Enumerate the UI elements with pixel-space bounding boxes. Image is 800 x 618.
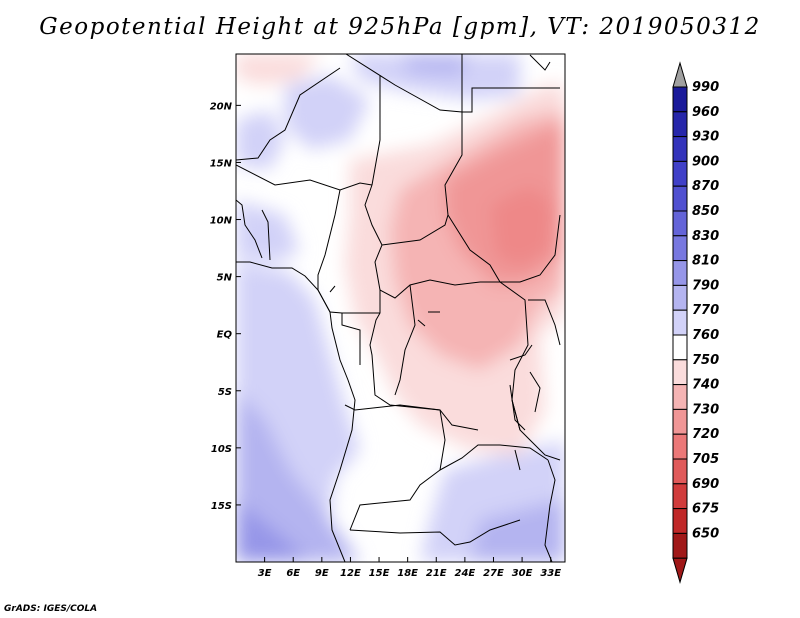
- border-gabon: [341, 313, 361, 365]
- lat-tick-label: 10N: [210, 216, 233, 227]
- coastline-atlantic: [236, 261, 356, 562]
- colorbar-label: 960: [692, 105, 719, 120]
- border-algeria-libya: [345, 54, 463, 113]
- border-angola: [344, 404, 446, 531]
- border-tanzania: [511, 399, 561, 461]
- plot-frame: [235, 53, 566, 563]
- colorbar-segment: [672, 359, 688, 386]
- lon-tick-label: 21E: [426, 568, 447, 579]
- border-mali: [236, 67, 341, 161]
- country-borders: [236, 54, 561, 562]
- colorbar-label: 930: [692, 130, 719, 145]
- colorbar-top-arrow: [672, 61, 688, 88]
- colorbar-segment: [672, 136, 688, 162]
- coastline-red-sea: [529, 54, 551, 71]
- colorbar-label: 675: [692, 502, 719, 517]
- colorbar-segment: [672, 408, 688, 435]
- geopotential-field: [236, 54, 565, 562]
- lon-tick-label: 24E: [454, 568, 475, 579]
- lat-tick-label: 15N: [210, 158, 233, 169]
- border-congo-drc: [369, 290, 479, 431]
- colorbar-segment: [672, 260, 688, 286]
- lon-tick-label: 12E: [340, 568, 361, 579]
- colorbar-segment: [672, 309, 688, 336]
- map-title: Geopotential Height at 925hPa [gpm], VT:…: [39, 14, 761, 40]
- lon-tick-label: 15E: [369, 568, 390, 579]
- colorbar-label: 900: [692, 154, 719, 169]
- border-uganda-kenya: [528, 299, 561, 346]
- colorbar-label: 650: [692, 526, 719, 541]
- colorbar-segment: [672, 384, 688, 410]
- lakes-and-rivers: [329, 285, 541, 471]
- colorbar-segment: [672, 334, 688, 361]
- colorbar-label: 750: [692, 353, 719, 368]
- colorbar-label: 850: [692, 204, 719, 219]
- border-chad-car: [381, 214, 449, 246]
- border-car: [364, 184, 500, 299]
- colorbar-label: 810: [692, 254, 719, 269]
- lon-tick-label: 30E: [512, 568, 533, 579]
- colorbar-segment: [672, 433, 688, 460]
- colorbar-label: 830: [692, 229, 719, 244]
- colorbar: 990 960 930 900 870 850 830 810 790 770 760 750 740 7…: [672, 61, 719, 584]
- border-west-africa: [236, 199, 271, 261]
- colorbar-label: 770: [692, 303, 719, 318]
- colorbar-bottom-arrow: [672, 557, 688, 584]
- lat-tick-label: EQ: [217, 330, 233, 341]
- colorbar-label: 760: [692, 328, 719, 343]
- colorbar-segment: [672, 111, 688, 138]
- border-namibia-botswana: [349, 519, 521, 546]
- lon-tick-label: 3E: [258, 568, 272, 579]
- colorbar-segment: [672, 284, 688, 311]
- lon-tick-label: 27E: [483, 568, 504, 579]
- colorbar-label: 870: [692, 179, 719, 194]
- colorbar-label: 690: [692, 477, 719, 492]
- border-nigeria-cameroon: [317, 189, 380, 314]
- lon-tick-label: 18E: [397, 568, 418, 579]
- colorbar-label: 790: [692, 278, 719, 293]
- border-libya-egypt-sudan: [461, 54, 560, 113]
- lat-tick-label: 5N: [217, 273, 233, 284]
- lon-tick-label: 33E: [540, 568, 561, 579]
- colorbar-label: 730: [692, 402, 719, 417]
- colorbar-segment: [672, 532, 688, 559]
- lat-tick-label: 5S: [218, 387, 232, 398]
- border-nigeria-north: [236, 164, 373, 191]
- map-axes: 3E 6E 9E 12E 15E 18E 21E 24E 27E 30E 33E 20N 15N 10N 5…: [210, 101, 562, 579]
- colorbar-segment: [672, 235, 688, 262]
- border-zambia: [439, 444, 549, 471]
- border-niger-chad: [371, 75, 381, 186]
- border-chad-sudan: [444, 112, 561, 283]
- lat-tick-label: 20N: [210, 101, 233, 112]
- lat-tick-label: 10S: [211, 444, 232, 455]
- colorbar-segment: [672, 86, 688, 113]
- colorbar-label: 740: [692, 378, 719, 393]
- colorbar-segment: [672, 458, 688, 485]
- grads-credit: GrADS: IGES/COLA: [4, 604, 98, 614]
- colorbar-segment: [672, 483, 688, 510]
- colorbar-label: 705: [692, 452, 719, 467]
- border-drc-interior: [394, 284, 416, 396]
- colorbar-segment: [672, 185, 688, 212]
- colorbar-segment: [672, 508, 688, 534]
- lon-tick-label: 9E: [315, 568, 329, 579]
- lon-tick-label: 6E: [286, 568, 300, 579]
- colorbar-segment: [672, 210, 688, 237]
- lat-tick-label: 15S: [211, 501, 232, 512]
- border-mozambique: [544, 459, 556, 562]
- colorbar-segment: [672, 160, 688, 187]
- colorbar-label: 720: [692, 427, 719, 442]
- colorbar-label: 990: [692, 80, 719, 95]
